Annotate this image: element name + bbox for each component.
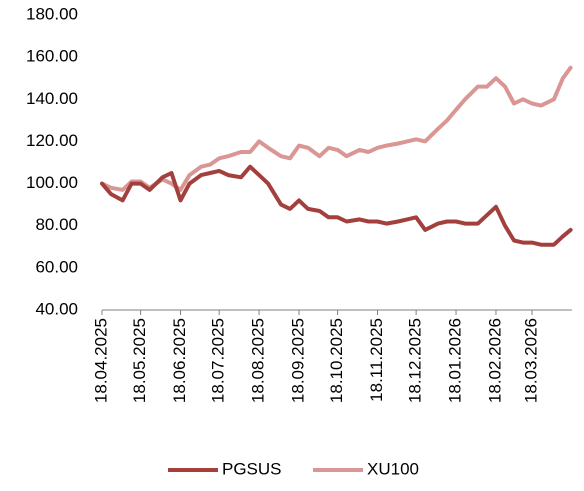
- x-tick-label: 18.05.2025: [130, 318, 149, 403]
- x-tick-label: 18.11.2025: [367, 318, 386, 402]
- x-tick-label: 18.07.2025: [209, 318, 228, 403]
- x-tick-label: 18.08.2025: [249, 318, 268, 403]
- y-tick-label: 40.00: [35, 299, 78, 318]
- x-tick-label: 18.06.2025: [170, 318, 189, 403]
- line: [100, 65, 573, 192]
- y-tick-label: 100.00: [26, 173, 78, 192]
- y-tick-label: 140.00: [26, 89, 78, 108]
- line: [100, 164, 573, 247]
- legend-label: PGSUS: [222, 459, 282, 478]
- y-tick-label: 120.00: [26, 131, 78, 150]
- y-tick-label: 80.00: [35, 215, 78, 234]
- y-tick-label: 60.00: [35, 257, 78, 276]
- x-tick-label: 18.03.2026: [521, 318, 540, 403]
- y-tick-label: 160.00: [26, 47, 78, 66]
- x-tick-label: 18.01.2026: [446, 318, 465, 403]
- x-tick-label: 18.10.2025: [327, 318, 346, 403]
- y-tick-label: 180.00: [26, 4, 78, 23]
- x-tick-label: 18.02.2026: [485, 318, 504, 403]
- x-tick-label: 18.09.2025: [288, 318, 307, 403]
- x-tick-label: 18.12.2025: [406, 318, 425, 403]
- legend-label: XU100: [367, 459, 419, 478]
- x-tick-label: 18.04.2025: [91, 318, 110, 403]
